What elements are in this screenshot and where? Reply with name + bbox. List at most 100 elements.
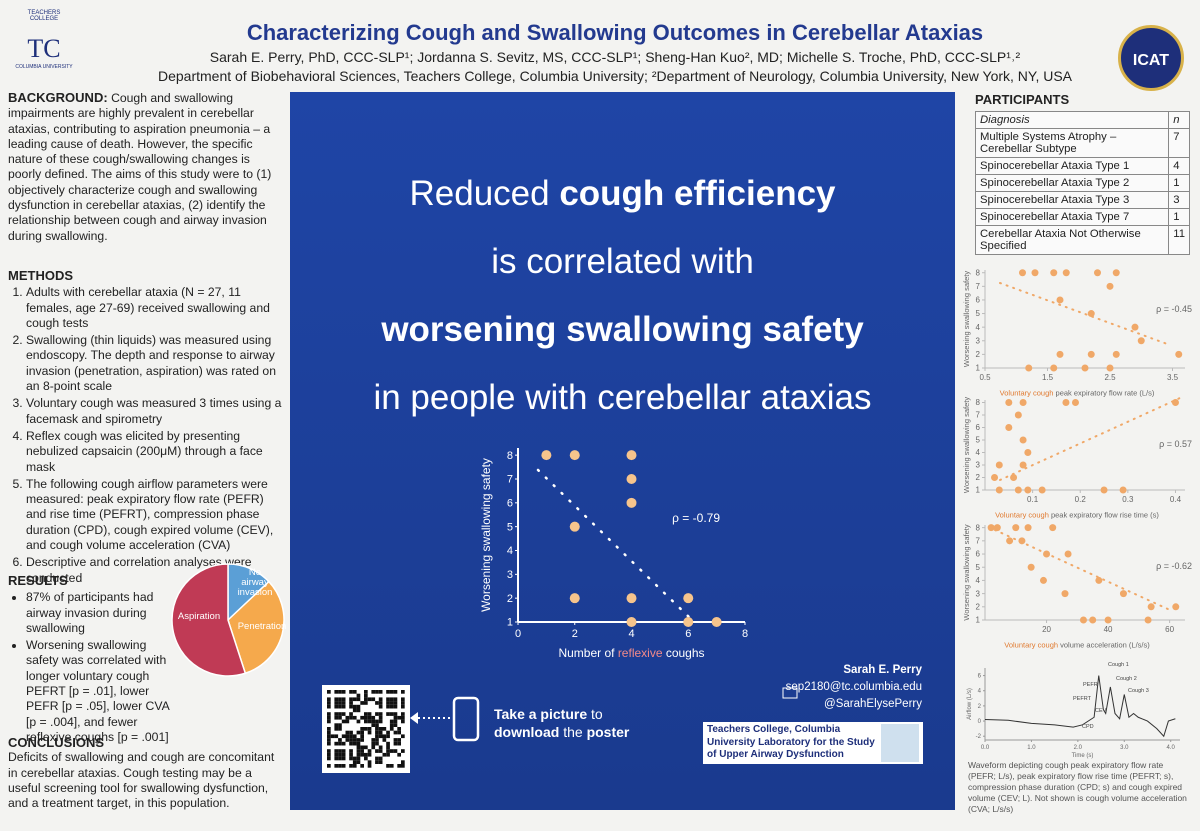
point (1081, 364, 1089, 372)
x-tick-label: 0.2 (1075, 495, 1087, 504)
headline-line: is correlated with (290, 228, 955, 296)
y-tick-label: 7 (976, 537, 981, 546)
method-item: Swallowing (thin liquids) was measured u… (26, 333, 283, 394)
point (1024, 486, 1032, 494)
y-tick-label: 5 (976, 309, 981, 318)
table-cell: Spinocerebellar Ataxia Type 2 (974, 174, 1170, 192)
y-tick-label: -2 (976, 734, 982, 740)
y-tick-label: 5 (976, 436, 981, 445)
headline-part: in people with cerebellar ataxias (373, 378, 872, 417)
x-tick-label: 4.0 (1167, 745, 1176, 751)
x-tick-label: 1.5 (1042, 373, 1054, 382)
point (1119, 590, 1127, 598)
x-axis-label: Voluntary cough volume acceleration (L/s… (1004, 641, 1150, 650)
conclusions: CONCLUSIONS Deficits of swallowing and c… (8, 735, 283, 811)
table-cell: 1 (1168, 174, 1190, 192)
y-tick-label: 2 (976, 350, 981, 359)
annotation: CPD (1082, 724, 1094, 730)
trend-line (994, 529, 1171, 611)
y-tick-label: 0 (978, 719, 982, 725)
point (1064, 550, 1072, 558)
table-cell: 3 (1168, 191, 1190, 209)
annotation: PEFRT (1073, 696, 1092, 702)
y-tick-label: 6 (976, 296, 981, 305)
participants-table: Diagnosis n Multiple Systems Atrophy – Cer… (974, 111, 1190, 255)
y-axis-label: Worsening swallowing safety (962, 397, 971, 493)
x-tick-label: 20 (1042, 625, 1051, 634)
point (1079, 616, 1087, 624)
y-tick-label: 7 (976, 282, 981, 291)
table-row: Cerebellar Ataxia Not Otherwise Specifie… (974, 225, 1190, 255)
y-tick-label: 4 (976, 323, 981, 332)
x-tick-label: 2.5 (1104, 373, 1116, 382)
point (993, 524, 1001, 532)
point (987, 524, 995, 532)
point (1049, 524, 1057, 532)
point (1019, 461, 1027, 469)
y-tick-label: 4 (978, 689, 982, 695)
point (1095, 576, 1103, 584)
logo-top: TEACHERS COLLEGE (27, 10, 61, 22)
point (1131, 323, 1139, 331)
x-label-part: Voluntary cough (1000, 389, 1054, 398)
table-header: Diagnosis n (974, 111, 1190, 129)
headline-part: is correlated with (491, 242, 754, 281)
point (1100, 486, 1108, 494)
waveform (984, 675, 1176, 738)
headline-line: Reduced cough efficiency (290, 160, 955, 228)
y-tick-label: 1 (976, 616, 981, 625)
x-tick-label: 0.0 (981, 745, 990, 751)
section-heading: METHODS (8, 268, 73, 283)
point (1062, 269, 1070, 277)
point (1038, 486, 1046, 494)
headline-line: in people with cerebellar ataxias (290, 364, 955, 432)
headline-line: worsening swallowing safety (290, 296, 955, 364)
annotation: Cough 3 (1128, 688, 1149, 694)
header-cell: Diagnosis (974, 111, 1170, 129)
y-tick-label: 1 (976, 364, 981, 373)
method-item: Reflex cough was elicited by presenting … (26, 429, 283, 475)
annotation: CEV (1095, 708, 1107, 714)
point (1106, 364, 1114, 372)
result-item: Worsening swallowing safety was correlat… (26, 638, 173, 745)
table-row: Multiple Systems Atrophy – Cerebellar Su… (974, 128, 1190, 158)
x-tick-label: 1.0 (1027, 745, 1036, 751)
point (1056, 350, 1064, 358)
point (1031, 269, 1039, 277)
paragraph: Cough and swallowing impairments are hig… (8, 91, 272, 243)
results: RESULTS 87% of participants had airway i… (8, 573, 173, 747)
contact-name: Sarah E. Perry (843, 664, 922, 676)
point (1006, 537, 1014, 545)
point (1112, 269, 1120, 277)
participants: PARTICIPANTS Diagnosis n Multiple Systems … (974, 92, 1190, 255)
section-heading: BACKGROUND: (8, 90, 108, 105)
point (995, 486, 1003, 494)
twitter: @SarahElysePerry (824, 698, 922, 710)
trend-line (999, 282, 1171, 346)
y-tick-label: 2 (976, 473, 981, 482)
point (1019, 399, 1027, 406)
table-cell: 4 (1168, 157, 1190, 175)
y-tick-label: 6 (978, 674, 982, 680)
logo-mark: TC (27, 34, 61, 63)
email: sep2180@tc.columbia.edu (785, 681, 922, 693)
y-axis-label: Worsening swallowing safety (962, 524, 971, 620)
x-tick-label: 40 (1104, 625, 1113, 634)
point (1094, 269, 1101, 277)
x-tick-label: 0.1 (1027, 495, 1039, 504)
point (1147, 603, 1155, 611)
point (1005, 399, 1013, 406)
section-heading: RESULTS (8, 573, 68, 588)
point (1025, 364, 1033, 372)
y-tick-label: 8 (976, 268, 981, 277)
x-tick-label: 0.4 (1170, 495, 1182, 504)
cta-part: Take a picture (494, 706, 588, 722)
point (1024, 449, 1032, 456)
y-tick-label: 4 (976, 448, 981, 457)
y-tick-label: 6 (976, 423, 981, 432)
point (1019, 436, 1027, 444)
cta-part: to (587, 706, 603, 722)
y-tick-label: 8 (976, 398, 981, 407)
